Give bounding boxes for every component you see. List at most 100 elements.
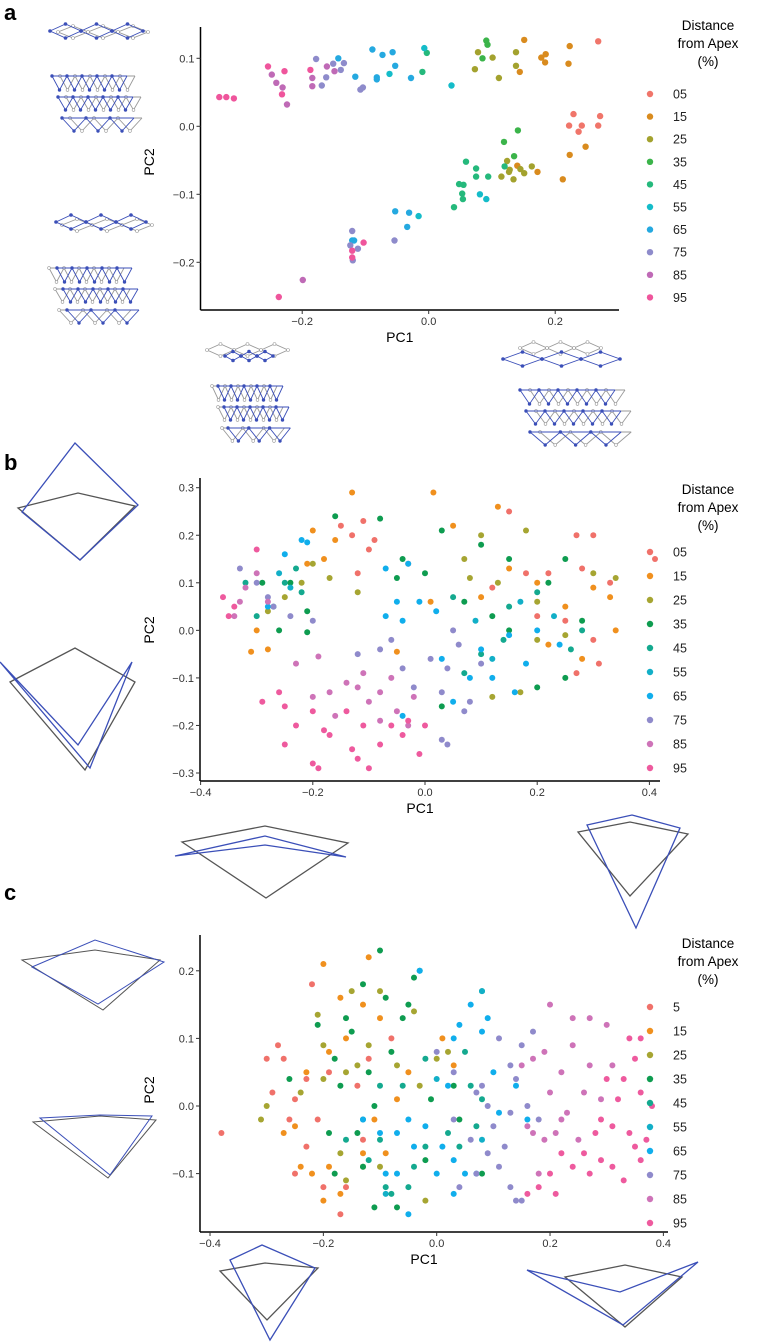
- data-point-55: [479, 1136, 485, 1143]
- legend-swatch: [646, 548, 654, 556]
- data-point-75: [349, 227, 356, 235]
- data-point-65: [479, 1028, 485, 1035]
- data-point-05: [573, 670, 580, 677]
- data-point-75: [253, 579, 260, 586]
- legend-label: 65: [673, 690, 687, 704]
- data-point-95: [643, 1136, 650, 1143]
- data-point-85: [535, 1170, 542, 1177]
- y-tick-label: −0.2: [172, 720, 194, 732]
- legend-item: 65: [646, 1145, 687, 1159]
- data-point-75: [507, 1109, 514, 1116]
- data-point-75: [410, 684, 417, 691]
- data-point-75: [354, 245, 362, 252]
- data-point-85: [242, 584, 249, 591]
- data-point-15: [326, 1048, 332, 1055]
- data-point-75: [450, 1116, 457, 1123]
- data-point-75: [507, 1062, 514, 1069]
- data-point-85: [326, 689, 333, 696]
- data-point-15: [439, 1035, 446, 1042]
- legend-swatch: [646, 716, 654, 724]
- data-point-45: [422, 1055, 429, 1062]
- data-point-45: [534, 589, 541, 596]
- data-point-35: [428, 1096, 434, 1103]
- data-point-45: [459, 190, 466, 197]
- legend-label: 15: [673, 1025, 687, 1039]
- data-point-15: [545, 641, 552, 648]
- legend: Distance from Apex (%) 05 15 25 35 45 55 65 75 85 95: [646, 18, 739, 305]
- data-point-35: [399, 1015, 406, 1022]
- legend-item: 55: [646, 201, 687, 215]
- legend-label: 45: [673, 642, 687, 656]
- data-point-95: [231, 603, 238, 610]
- data-point-25: [337, 1150, 344, 1157]
- data-point-25: [377, 988, 383, 995]
- data-point-75: [433, 1048, 440, 1055]
- data-point-45: [462, 1048, 468, 1055]
- data-point-95: [309, 708, 316, 715]
- data-point-05: [652, 556, 658, 562]
- y-axis-label: PC2: [141, 616, 157, 643]
- data-point-75: [466, 698, 473, 705]
- data-point-95: [253, 546, 260, 553]
- data-point-5: [354, 1082, 361, 1089]
- data-point-05: [371, 537, 378, 543]
- data-point-35: [489, 613, 496, 620]
- data-point-35: [337, 1082, 344, 1089]
- data-point-85: [354, 684, 361, 691]
- data-point-95: [388, 722, 395, 729]
- data-point-95: [354, 755, 361, 762]
- legend-title: from Apex: [678, 500, 739, 515]
- data-point-75: [444, 741, 451, 748]
- data-point-75: [456, 1184, 463, 1191]
- y-tick-label: 0.3: [179, 483, 194, 495]
- data-point-65: [382, 1170, 389, 1177]
- legend-label: 75: [673, 246, 687, 260]
- data-point-35: [562, 674, 569, 681]
- legend-title: Distance: [682, 18, 735, 33]
- legend-item: 05: [646, 88, 687, 102]
- data-point-85: [541, 1048, 548, 1055]
- data-point-95: [626, 1130, 633, 1136]
- data-point-25: [494, 579, 501, 586]
- legend-title: from Apex: [678, 954, 739, 969]
- data-point-15: [538, 54, 545, 61]
- data-point-85: [309, 83, 316, 90]
- data-point-85: [283, 101, 291, 108]
- data-point-95: [349, 254, 356, 261]
- data-point-5: [320, 1184, 327, 1191]
- data-point-15: [253, 627, 260, 634]
- data-point-55: [415, 212, 422, 220]
- data-point-75: [318, 82, 325, 89]
- data-point-85: [564, 1109, 570, 1116]
- data-point-05: [534, 613, 541, 620]
- legend-item: 35: [646, 155, 687, 169]
- data-point-55: [421, 44, 428, 52]
- data-point-95: [637, 1035, 644, 1042]
- data-point-35: [286, 1076, 293, 1082]
- data-point-95: [264, 63, 272, 70]
- data-point-05: [607, 579, 614, 586]
- data-point-15: [326, 1163, 332, 1170]
- data-point-35: [377, 515, 384, 522]
- legend-swatch: [646, 1051, 654, 1059]
- legend-swatch: [646, 181, 654, 188]
- shape-diagram-c-bottom-right: [526, 1261, 699, 1328]
- data-point-85: [518, 1062, 525, 1069]
- data-point-25: [433, 1055, 440, 1062]
- data-point-65: [405, 1116, 412, 1123]
- data-point-45: [365, 1157, 372, 1164]
- data-point-65: [392, 208, 399, 215]
- data-point-75: [484, 1150, 491, 1157]
- legend-label: 25: [673, 1049, 687, 1063]
- data-point-15: [612, 627, 619, 634]
- data-point-85: [405, 722, 412, 729]
- shape-diagram-b-mid-left: [0, 647, 136, 772]
- legend-swatch: [646, 1075, 654, 1083]
- data-point-45: [399, 1082, 406, 1089]
- legend-swatch: [646, 1171, 654, 1179]
- data-point-65: [433, 608, 440, 615]
- y-tick-label: 0.1: [179, 1033, 194, 1045]
- data-point-95: [377, 741, 384, 748]
- data-point-15: [360, 1001, 366, 1008]
